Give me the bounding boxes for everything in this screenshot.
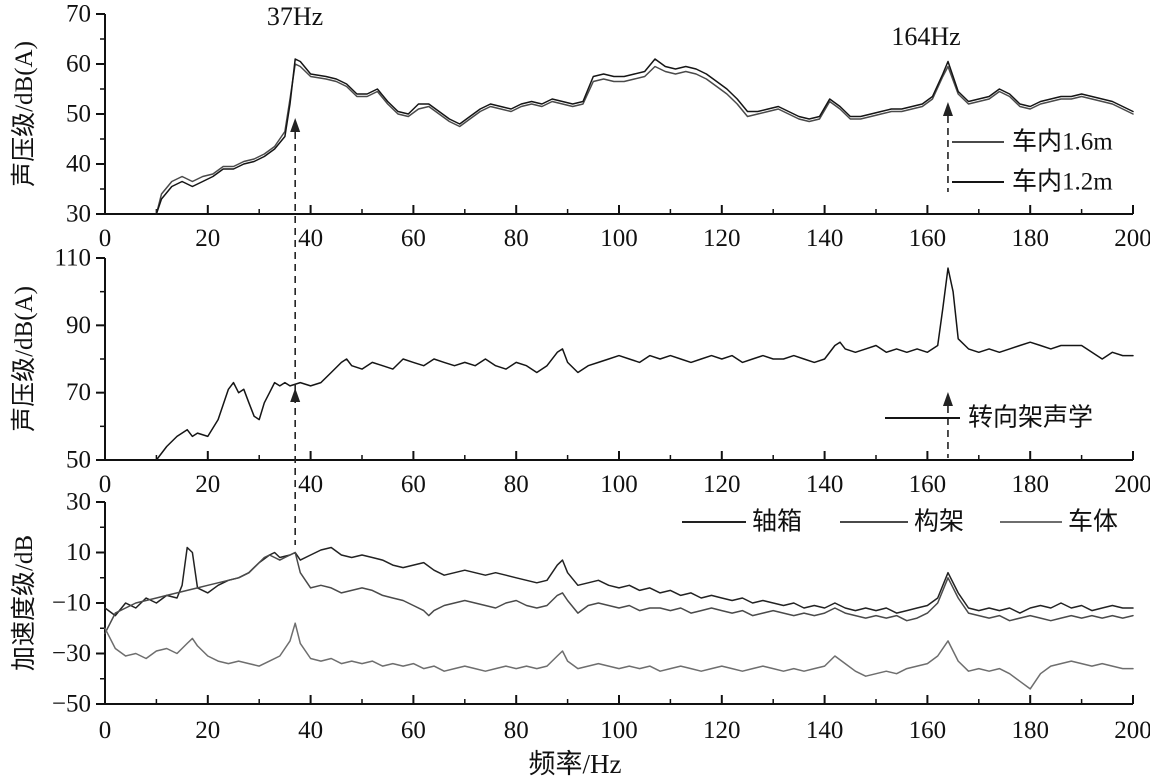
peak-annotation-164hz: 164Hz [891, 22, 961, 51]
x-tick-label: 100 [600, 471, 638, 498]
arrow-up-icon [290, 118, 301, 132]
y-tick-label: 50 [66, 101, 91, 128]
x-tick-label: 60 [401, 471, 426, 498]
series-line-0 [104, 546, 1134, 617]
peak-reference-lines [290, 102, 953, 545]
x-tick-label: 160 [909, 471, 947, 498]
y-tick-label: −50 [52, 691, 91, 718]
x-tick-label: 40 [298, 471, 323, 498]
panel-0: 30 40 50 60 70 0 20 40 60 80 100 120 140 160 180 200 [66, 1, 1150, 253]
series-line-0 [155, 63, 1134, 215]
legend-label: 车内1.2m [1012, 168, 1113, 196]
x-tick-label: 120 [703, 717, 741, 744]
y-tick-label: 70 [66, 379, 91, 406]
x-tick-label: 120 [703, 225, 741, 252]
x-axis-title: 频率/Hz [528, 749, 622, 779]
x-tick-label: 40 [298, 717, 323, 744]
y-axis-title-bottom: 加速度级/dB [11, 534, 38, 672]
x-tick-label: 40 [298, 225, 323, 252]
series-line-1 [155, 58, 1134, 215]
x-tick-label: 140 [806, 471, 844, 498]
x-tick-label: 200 [1114, 225, 1150, 252]
x-tick-label: 20 [195, 225, 220, 252]
legend-label: 构架 [914, 508, 964, 536]
legend-label: 车内1.6m [1012, 128, 1113, 156]
y-tick-label: 10 [66, 539, 91, 566]
y-tick-label: 50 [66, 447, 91, 474]
peak-annotation-37hz: 37Hz [266, 2, 324, 31]
x-tick-label: 120 [703, 471, 741, 498]
arrow-up-icon [942, 102, 953, 116]
legend-label: 转向架声学 [968, 404, 1093, 432]
y-tick-label: 30 [66, 489, 91, 516]
panel-1: 50 70 90 110 0 20 40 60 80 100 120 140 160 180 200 [54, 245, 1150, 499]
arrow-up-icon [290, 388, 301, 402]
y-tick-label: 70 [66, 1, 91, 28]
legend-label: 车体 [1068, 508, 1118, 536]
series-line-1 [104, 551, 1134, 635]
x-tick-label: 160 [909, 717, 947, 744]
x-tick-label: 180 [1011, 717, 1049, 744]
y-tick-label: 110 [54, 245, 91, 272]
x-tick-label: 60 [401, 717, 426, 744]
y-axis-title-top: 声压级/dB(A) [11, 41, 38, 187]
y-tick-label: 60 [66, 51, 91, 78]
x-tick-label: 80 [504, 225, 529, 252]
y-tick-label: 90 [66, 312, 91, 339]
x-tick-label: 100 [600, 225, 638, 252]
x-tick-label: 200 [1114, 717, 1150, 744]
x-tick-label: 80 [504, 717, 529, 744]
y-axis-title-middle: 声压级/dB(A) [11, 286, 38, 432]
legend-label: 轴箱 [752, 508, 802, 536]
y-tick-label: 30 [66, 201, 91, 228]
x-tick-label: 0 [99, 471, 112, 498]
x-tick-label: 20 [195, 471, 220, 498]
x-tick-label: 0 [99, 717, 112, 744]
series-line-2 [104, 622, 1134, 690]
x-tick-label: 80 [504, 471, 529, 498]
y-tick-label: −10 [52, 590, 91, 617]
y-tick-label: −30 [52, 640, 91, 667]
x-tick-label: 100 [600, 717, 638, 744]
arrow-up-icon [942, 392, 953, 406]
x-tick-label: 140 [806, 225, 844, 252]
x-tick-label: 200 [1114, 471, 1150, 498]
x-tick-label: 180 [1011, 225, 1049, 252]
x-tick-label: 160 [909, 225, 947, 252]
x-tick-label: 0 [99, 225, 112, 252]
panel-2: −50 −30 −10 10 30 0 20 40 60 80 100 120 140 160 180 200 [52, 489, 1150, 745]
x-tick-label: 140 [806, 717, 844, 744]
series-line-0 [155, 267, 1134, 461]
x-tick-label: 60 [401, 225, 426, 252]
y-tick-label: 40 [66, 151, 91, 178]
x-tick-label: 20 [195, 717, 220, 744]
x-tick-label: 180 [1011, 471, 1049, 498]
